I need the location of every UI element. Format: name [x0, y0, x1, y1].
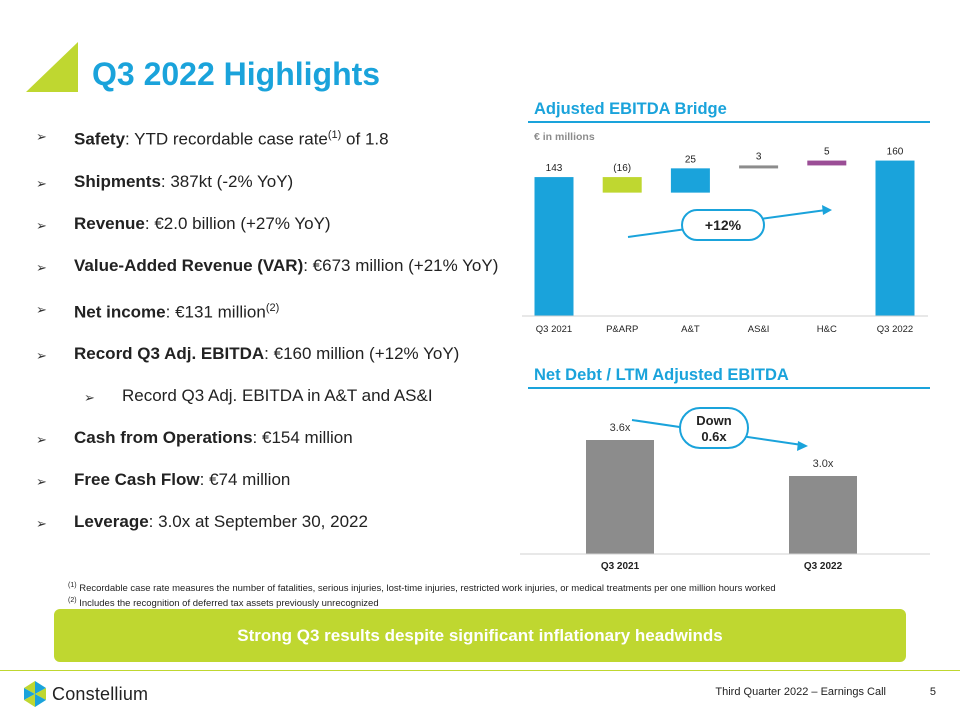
bullet-safety: ➢ Safety: YTD recordable case rate(1) of… [36, 124, 516, 151]
arrow-bullet-icon: ➢ [36, 516, 47, 532]
growth-annotation-text: +12% [705, 217, 742, 233]
bar-q3-2021 [534, 177, 574, 316]
arrow-bullet-icon: ➢ [36, 129, 47, 144]
arrow-bullet-icon: ➢ [36, 301, 47, 317]
bar-a-t [670, 168, 710, 193]
leverage-title: Net Debt / LTM Adjusted EBITDA [534, 366, 789, 384]
bar-q3-2021 [586, 440, 654, 554]
ebitda-bridge-chart: € in millions 143 Q3 2021 (16) P&ARP 25 A&T 3 A… [522, 131, 928, 335]
category-label: A&T [681, 324, 700, 335]
company-logo: Constellium [24, 681, 148, 707]
value-label: 160 [887, 147, 904, 158]
page-title: Q3 2022 Highlights [92, 56, 381, 92]
footnote-2: (2) Includes the recognition of deferred… [68, 597, 379, 610]
bullet-fcf: ➢ Free Cash Flow: €74 million [36, 469, 516, 491]
down-annotation: Down 0.6x [631, 407, 808, 451]
bullet-var: ➢ Value-Added Revenue (VAR): €673 millio… [36, 255, 516, 277]
arrow-bullet-icon: ➢ [36, 217, 47, 233]
arrow-bullet-icon: ➢ [84, 390, 95, 406]
value-label: 3.6x [610, 422, 631, 434]
logo-corner-shape [26, 42, 78, 92]
arrow-bullet-icon: ➢ [36, 474, 47, 490]
category-label: Q3 2021 [601, 561, 640, 572]
down-annotation-line2: 0.6x [701, 429, 727, 444]
category-label: Q3 2021 [536, 324, 572, 335]
footer-divider [0, 670, 960, 671]
footer-label: Third Quarter 2022 – Earnings Call [715, 686, 886, 698]
footnotes: (1) Recordable case rate measures the nu… [68, 580, 776, 610]
ebitda-bridge-underline [528, 121, 930, 123]
company-name: Constellium [52, 683, 149, 704]
value-label: 3 [756, 151, 762, 162]
chart-subtitle: € in millions [534, 131, 595, 143]
bar-as-i [739, 165, 779, 169]
value-label: (16) [613, 163, 631, 174]
category-label: P&ARP [606, 324, 638, 335]
bar-q3-2022 [875, 160, 915, 316]
value-label: 3.0x [813, 458, 834, 470]
bullet-cash-ops: ➢ Cash from Operations: €154 million [36, 427, 516, 449]
value-label: 143 [546, 163, 563, 174]
bullet-leverage: ➢ Leverage: 3.0x at September 30, 2022 [36, 511, 516, 533]
key-message-banner: Strong Q3 results despite significant in… [54, 609, 906, 662]
arrow-bullet-icon: ➢ [36, 259, 47, 275]
bullet-shipments: ➢ Shipments: 387kt (-2% YoY) [36, 171, 516, 193]
down-annotation-line1: Down [696, 413, 731, 428]
bullet-adj-ebitda: ➢ Record Q3 Adj. EBITDA: €160 million (+… [36, 343, 516, 365]
category-label: Q3 2022 [877, 324, 913, 335]
bullet-revenue: ➢ Revenue: €2.0 billion (+27% YoY) [36, 213, 516, 235]
bar-h-c [807, 160, 847, 166]
arrow-bullet-icon: ➢ [36, 175, 47, 191]
category-label: AS&I [748, 324, 770, 335]
value-label: 5 [824, 147, 830, 158]
highlights-list: ➢ Safety: YTD recordable case rate(1) of… [36, 124, 516, 553]
constellium-logo-icon [24, 681, 46, 707]
arrow-bullet-icon: ➢ [36, 348, 47, 364]
bar-q3-2022 [789, 476, 857, 554]
value-label: 25 [685, 154, 697, 165]
category-label: H&C [817, 324, 837, 335]
ebitda-bridge-title: Adjusted EBITDA Bridge [534, 100, 727, 118]
category-label: Q3 2022 [804, 561, 843, 572]
bullet-record-segments: ➢ Record Q3 Adj. EBITDA in A&T and AS&I [84, 385, 516, 407]
page-number: 5 [929, 686, 936, 698]
leverage-chart: 3.6x Q3 2021 3.0x Q3 2022 Down 0.6x [520, 407, 930, 572]
bullet-net-income: ➢ Net income: €131 million(2) [36, 297, 516, 324]
arrow-bullet-icon: ➢ [36, 432, 47, 448]
footnote-1: (1) Recordable case rate measures the nu… [68, 582, 776, 595]
bar-p-arp [602, 177, 642, 193]
growth-annotation: +12% [627, 205, 832, 241]
leverage-underline [528, 387, 930, 389]
